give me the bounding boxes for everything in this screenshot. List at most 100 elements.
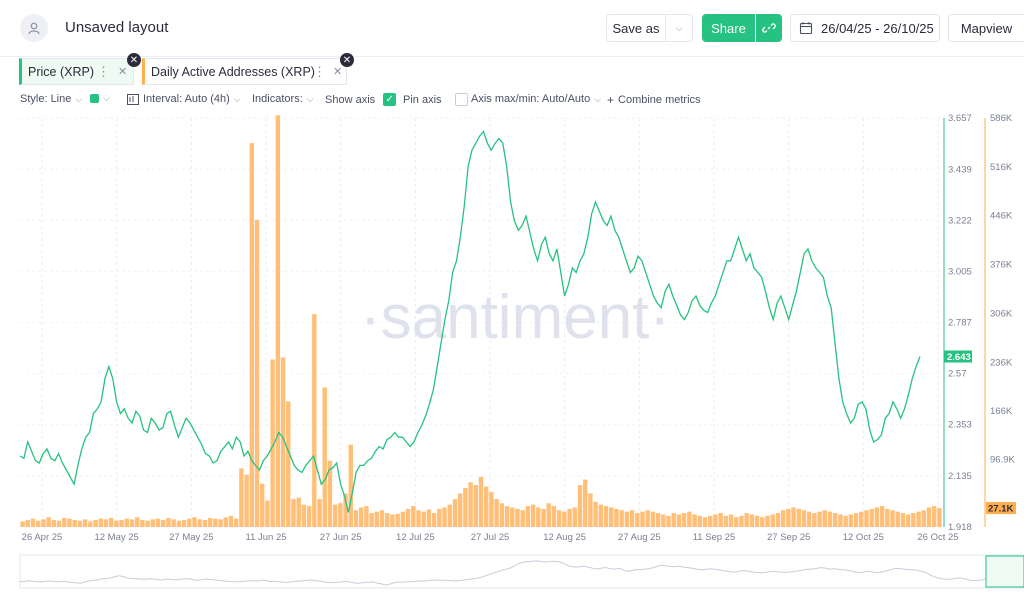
close-badge-icon[interactable]: ✕ [340, 53, 354, 67]
x-tick-label: 27 Jul 25 [471, 532, 510, 543]
daa-bar [108, 517, 114, 527]
grid-lines [20, 117, 942, 528]
daa-bar [796, 508, 801, 527]
daa-bar [541, 508, 546, 527]
price-tick-label: 1.918 [948, 522, 972, 533]
daa-bar [145, 520, 150, 527]
daa-tick-label: 166K [990, 406, 1013, 417]
indicators-selector[interactable]: Indicators: ⌵ [252, 93, 314, 105]
daa-bar [676, 514, 682, 527]
price-tick-label: 2.787 [948, 318, 972, 329]
save-as-button[interactable]: Save as [606, 14, 666, 42]
interval-label: Interval: Auto (4h) [143, 93, 230, 105]
daa-bar [629, 510, 635, 527]
daa-bar [874, 507, 880, 527]
daa-bar [286, 401, 291, 527]
daa-bars [20, 115, 942, 528]
daa-bar [25, 520, 31, 527]
daa-bar [197, 519, 202, 527]
daa-bar [822, 510, 828, 527]
daa-bar [692, 514, 697, 527]
pin-axis-label: Pin axis [403, 93, 442, 106]
remove-metric-icon[interactable]: ✕ [118, 66, 128, 78]
axis-maxmin-selector[interactable]: Axis max/min: Auto/Auto ⌵ [471, 93, 601, 105]
close-badge-icon[interactable]: ✕ [127, 53, 141, 67]
daa-bar [843, 515, 848, 527]
daa-tick-label: 236K [990, 357, 1013, 368]
interval-selector[interactable]: Interval: Auto (4h) ⌵ [127, 93, 241, 105]
daa-tick-label: 306K [990, 308, 1013, 319]
daa-bar [62, 517, 67, 527]
daa-bar [98, 518, 103, 527]
daa-bar [395, 513, 400, 527]
daa-bar [786, 508, 791, 527]
daa-tick-label: 586K [990, 113, 1013, 124]
daa-bar [838, 514, 843, 527]
daa-bar [645, 510, 650, 527]
daa-bar [421, 511, 426, 527]
daa-bar [603, 506, 609, 527]
current-price-badge [944, 350, 972, 363]
mapview-button[interactable]: Mapview [948, 14, 1024, 42]
color-swatch [90, 94, 99, 103]
daa-bar [567, 508, 572, 527]
navigator-handle[interactable] [985, 555, 1024, 588]
daa-bar [416, 510, 421, 527]
daa-bar [426, 509, 432, 527]
style-selector[interactable]: Style: Line ⌵ [20, 93, 82, 105]
daa-bar [530, 504, 536, 527]
show-axis-toggle[interactable]: Show axis ✓ [325, 93, 397, 106]
daa-bar [249, 143, 255, 527]
more-options-icon[interactable]: ⋮ [313, 63, 326, 79]
remove-metric-icon[interactable]: ✕ [333, 66, 343, 78]
date-range-picker[interactable]: 26/04/25 - 26/10/25 [790, 14, 940, 42]
metric-tag-price[interactable]: Price (XRP) ⋮ ✕ [19, 58, 134, 85]
checkbox-unchecked-icon[interactable] [454, 93, 468, 106]
daa-bar [161, 520, 166, 527]
daa-bar [400, 511, 406, 527]
daa-bar [374, 511, 380, 527]
daa-bar [739, 515, 744, 527]
daa-bar [51, 520, 57, 527]
daa-bar [202, 520, 208, 527]
daa-bar [405, 508, 411, 527]
daa-bar [905, 514, 911, 527]
daa-bar [207, 517, 213, 527]
daa-bar [317, 499, 322, 527]
daa-tick-label: 96.9K [990, 454, 1015, 465]
daa-bar [749, 514, 755, 527]
more-options-icon[interactable]: ⋮ [97, 63, 110, 79]
layout-title[interactable]: Unsaved layout [65, 19, 169, 36]
daa-bar [926, 507, 932, 527]
daa-bar [744, 513, 749, 527]
price-tick-label: 3.005 [948, 266, 972, 277]
share-button[interactable]: Share [702, 14, 755, 42]
plus-icon: + [607, 93, 615, 107]
daa-bar [609, 507, 614, 527]
daa-bar [770, 514, 775, 527]
daa-bar [937, 508, 942, 527]
daa-bar [457, 493, 463, 527]
checkbox-checked-icon[interactable]: ✓ [383, 93, 397, 106]
daa-bar [280, 357, 286, 527]
daa-bar [687, 511, 692, 527]
save-as-dropdown-button[interactable]: ⌵ [665, 14, 693, 42]
daa-bar [556, 510, 562, 527]
daa-bar [379, 510, 385, 527]
copy-link-button[interactable] [756, 14, 782, 42]
daa-bar [671, 513, 676, 527]
metric-tag-daily-active-addresses[interactable]: Daily Active Addresses (XRP) ⋮ ✕ [142, 58, 347, 85]
pin-axis-toggle[interactable]: Pin axis [403, 93, 468, 106]
chart-area[interactable]: ·santiment· 3.657 3.439 3.222 3.005 2.787 2.5… [0, 110, 1024, 590]
color-selector[interactable]: ⌵ [90, 93, 110, 104]
chart-svg[interactable]: ·santiment· 3.657 3.439 3.222 3.005 2.787 2.5… [0, 110, 1024, 590]
x-tick-label: 12 Oct 25 [843, 532, 884, 543]
daa-bar [103, 519, 109, 527]
navigator-panel[interactable] [19, 554, 1024, 589]
daa-bar [582, 479, 588, 527]
combine-metrics-button[interactable]: + Combine metrics [607, 93, 701, 107]
daa-bar [338, 503, 343, 527]
daa-bar [447, 504, 452, 527]
daa-bar [233, 518, 239, 527]
user-avatar-icon[interactable] [20, 14, 48, 42]
